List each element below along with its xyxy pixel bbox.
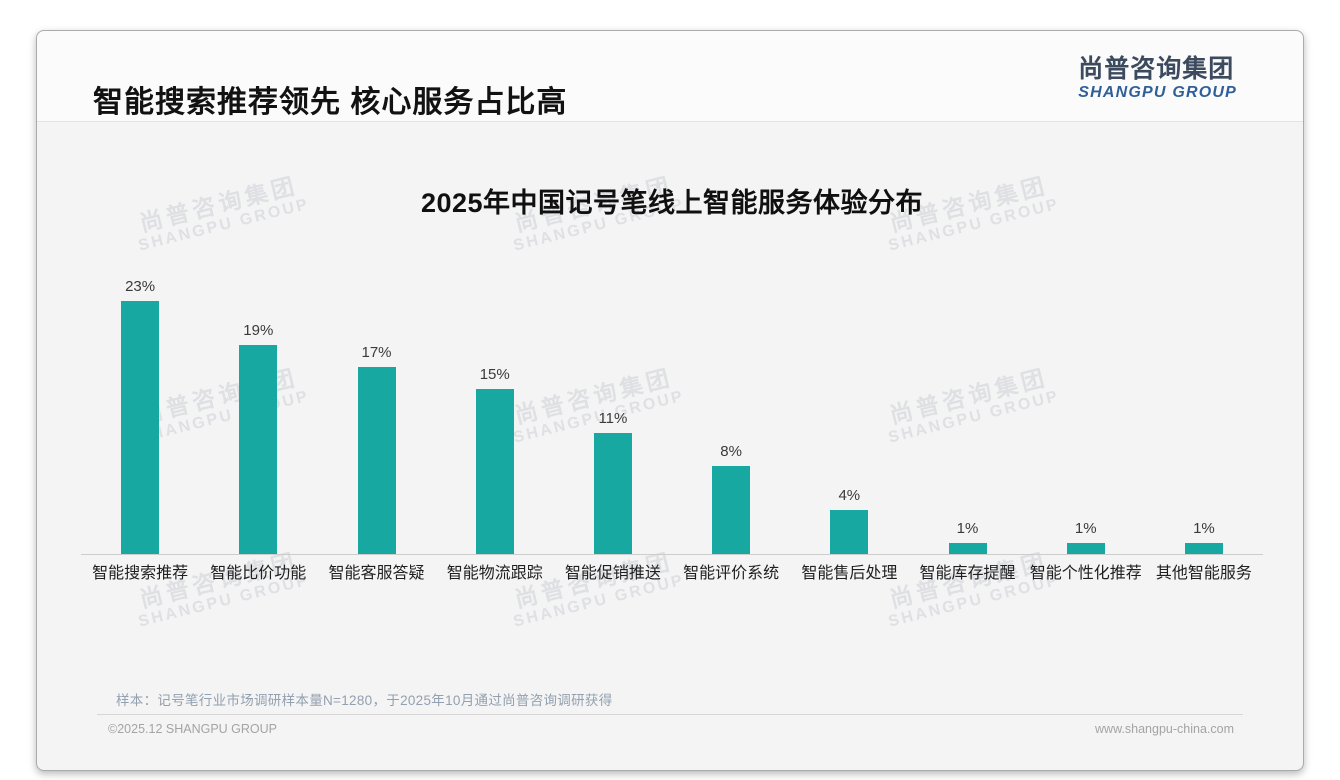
- bar-column: 4%: [790, 254, 908, 554]
- bar-value-label: 1%: [1074, 520, 1097, 537]
- category-label: 其他智能服务: [1155, 565, 1252, 582]
- bar-column: 1%: [908, 254, 1026, 554]
- category-label: 智能售后处理: [801, 565, 898, 582]
- bar-value-label: 4%: [838, 487, 861, 504]
- bar-value-label: 1%: [1193, 520, 1215, 537]
- category-label: 智能促销推送: [564, 565, 661, 582]
- bar: [475, 389, 514, 554]
- website-url: www.shangpu-china.com: [1095, 722, 1234, 736]
- bar-chart-plot: 23% 19% 17% 15% 11% 8% 4% 1% 1% 1%: [81, 254, 1263, 554]
- bar-column: 19%: [199, 254, 317, 554]
- page-title: 智能搜索推荐领先 核心服务占比高: [93, 86, 568, 119]
- brand-logo-cn: 尚普咨询集团: [1078, 55, 1235, 83]
- bar-value-label: 11%: [598, 410, 628, 427]
- watermark: 尚普咨询集团 SHANGPU GROUP: [119, 543, 324, 634]
- x-axis-line: [81, 554, 1263, 555]
- sample-note: 样本：记号笔行业市场调研样本量N=1280，于2025年10月通过尚普咨询调研获…: [116, 693, 613, 708]
- bar: [830, 510, 869, 554]
- bar-value-label: 8%: [720, 443, 742, 460]
- copyright: ©2025.12 SHANGPU GROUP: [108, 722, 277, 736]
- bar-value-label: 23%: [125, 278, 156, 295]
- footer-divider: [97, 714, 1243, 715]
- bar: [593, 433, 632, 554]
- category-label: 智能搜索推荐: [92, 565, 189, 582]
- bar-column: 8%: [672, 254, 790, 554]
- bar-value-label: 19%: [243, 322, 274, 339]
- category-label: 智能个性化推荐: [1029, 565, 1142, 582]
- bar-column: 1%: [1027, 254, 1145, 554]
- bar-value-label: 17%: [361, 344, 392, 361]
- brand-logo: 尚普咨询集团 SHANGPU GROUP: [1078, 55, 1237, 102]
- bar-column: 11%: [554, 254, 672, 554]
- category-label: 智能评价系统: [683, 565, 780, 582]
- category-label: 智能库存提醒: [919, 565, 1016, 582]
- category-label: 智能客服答疑: [328, 565, 425, 582]
- bar: [239, 345, 278, 554]
- watermark: 尚普咨询集团 SHANGPU GROUP: [869, 543, 1074, 634]
- bar-value-label: 1%: [956, 520, 979, 537]
- bar: [357, 367, 396, 554]
- bar: [121, 301, 160, 554]
- brand-logo-en: SHANGPU GROUP: [1078, 84, 1237, 101]
- chart-title: 2025年中国记号笔线上智能服务体验分布: [420, 188, 924, 218]
- bar: [1184, 543, 1223, 554]
- category-label: 智能比价功能: [210, 565, 307, 582]
- watermark: 尚普咨询集团 SHANGPU GROUP: [494, 543, 699, 634]
- bar-value-label: 15%: [479, 366, 510, 383]
- bar: [948, 543, 987, 554]
- x-axis-category-row: 智能搜索推荐 智能比价功能 智能客服答疑 智能物流跟踪 智能促销推送 智能评价系统 智能售后…: [81, 563, 1263, 585]
- bar-column: 1%: [1145, 254, 1263, 554]
- category-label: 智能物流跟踪: [446, 565, 543, 582]
- bar-column: 23%: [81, 254, 199, 554]
- report-card: 尚普咨询集团 SHANGPU GROUP 尚普咨询集团 SHANGPU GROUP 尚普…: [36, 30, 1304, 771]
- bar-column: 15%: [436, 254, 554, 554]
- bar: [712, 466, 751, 554]
- header: 智能搜索推荐领先 核心服务占比高 尚普咨询集团 SHANGPU GROUP: [37, 31, 1303, 122]
- bar: [1066, 543, 1105, 554]
- bar-column: 17%: [317, 254, 435, 554]
